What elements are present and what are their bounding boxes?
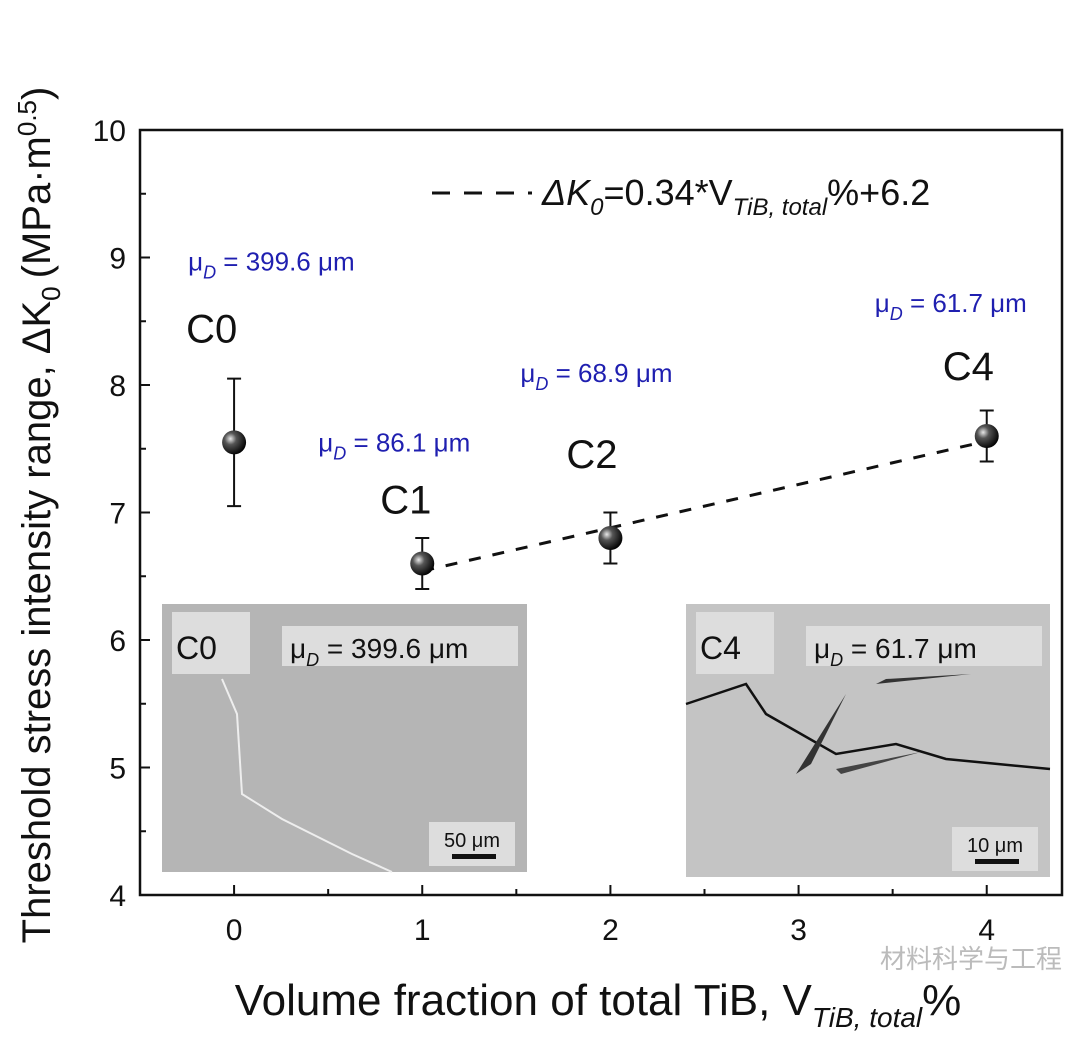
y-tick-label: 4 — [109, 880, 126, 913]
marker — [410, 551, 435, 576]
tib-whisker — [836, 752, 921, 774]
mean-grain-size-label: μD = 399.6 μm — [188, 246, 355, 282]
x-tick-label: 3 — [790, 914, 807, 947]
legend-dk-sub: 0 — [590, 194, 604, 221]
mu-value: = 61.7 μm — [843, 633, 977, 664]
inset-mean-grain-size: μD = 61.7 μm — [814, 633, 977, 670]
inset-label: C0 — [176, 630, 217, 666]
legend-eq: =0.34*V — [604, 172, 733, 213]
mu-symbol: μ — [318, 428, 333, 458]
scale-bar — [975, 859, 1019, 864]
point-label: C0 — [186, 307, 237, 351]
inset-mu-bg — [806, 626, 1042, 666]
mu-value: = 86.1 μm — [346, 428, 470, 458]
x-tick-label: 4 — [978, 914, 995, 947]
inset-label-bg — [696, 612, 774, 674]
mu-subscript: D — [535, 374, 548, 394]
point-label: C2 — [566, 433, 617, 477]
legend: ΔK0=0.34*VTiB, total%+6.2 — [432, 172, 930, 221]
mu-symbol: μ — [875, 288, 890, 318]
mu-subscript: D — [830, 650, 843, 670]
mu-symbol: μ — [290, 633, 306, 664]
scale-bar-label: 50 μm — [444, 830, 500, 852]
y-tick-label: 5 — [109, 753, 126, 786]
mu-subscript: D — [306, 650, 319, 670]
x-axis-label: Volume fraction of total TiB, VTiB, tota… — [235, 976, 962, 1033]
y-tick-label: 6 — [109, 625, 126, 658]
y-tick-label: 7 — [109, 498, 126, 531]
mu-symbol: μ — [520, 358, 535, 388]
scale-bar-label: 10 μm — [967, 835, 1023, 857]
tib-whisker — [796, 694, 846, 774]
data-point-c4: C4 μD = 61.7 μm — [875, 288, 1027, 463]
legend-text: ΔK0=0.34*VTiB, total%+6.2 — [541, 172, 930, 221]
legend-tail: %+6.2 — [827, 172, 930, 213]
mu-symbol: μ — [814, 633, 830, 664]
crack-path — [685, 682, 1051, 771]
mu-subscript: D — [890, 304, 903, 324]
y-tick-label: 10 — [93, 115, 126, 148]
mean-grain-size-label: μD = 68.9 μm — [520, 358, 672, 394]
mu-value: = 68.9 μm — [548, 358, 672, 388]
inset-mu-bg — [282, 626, 518, 666]
mu-symbol: μ — [188, 246, 203, 276]
x-tick-label: 0 — [226, 914, 243, 947]
tib-whisker — [876, 674, 971, 684]
inset-label-bg — [172, 612, 250, 674]
point-label: C4 — [943, 345, 994, 389]
inset-micrograph-c0: C0 μD = 399.6 μm 50 μm — [162, 604, 527, 873]
mu-subscript: D — [333, 444, 346, 464]
fit-line — [421, 439, 988, 573]
mu-value: = 61.7 μm — [903, 288, 1027, 318]
legend-v-sub: TiB, total — [733, 194, 828, 221]
point-label: C1 — [380, 479, 431, 523]
data-point-c2: C2 μD = 68.9 μm — [520, 358, 673, 565]
marker — [222, 430, 247, 455]
inset-micrograph-c4: C4 μD = 61.7 μm 10 μm — [685, 604, 1051, 877]
mu-subscript: D — [203, 262, 216, 282]
marker — [598, 526, 623, 550]
inset-label: C4 — [700, 630, 741, 666]
scale-bar — [452, 854, 496, 859]
mu-value: = 399.6 μm — [319, 633, 468, 664]
mean-grain-size-label: μD = 86.1 μm — [318, 428, 470, 464]
mean-grain-size-label: μD = 61.7 μm — [875, 288, 1027, 324]
inset-mean-grain-size: μD = 399.6 μm — [290, 633, 468, 670]
mu-value: = 399.6 μm — [216, 246, 355, 276]
grain-boundary — [221, 678, 393, 873]
watermark: 材料科学与工程 — [880, 944, 1062, 974]
y-axis-label: Threshold stress intensity range, ΔK0(MP… — [12, 87, 66, 944]
legend-dk: ΔK — [541, 172, 592, 213]
y-tick-label: 8 — [109, 370, 126, 403]
x-tick-label: 2 — [602, 914, 619, 947]
marker — [974, 424, 999, 448]
x-tick-label: 1 — [414, 914, 431, 947]
y-tick-label: 9 — [109, 243, 126, 276]
data-point-c1: C1 μD = 86.1 μm — [318, 428, 470, 590]
